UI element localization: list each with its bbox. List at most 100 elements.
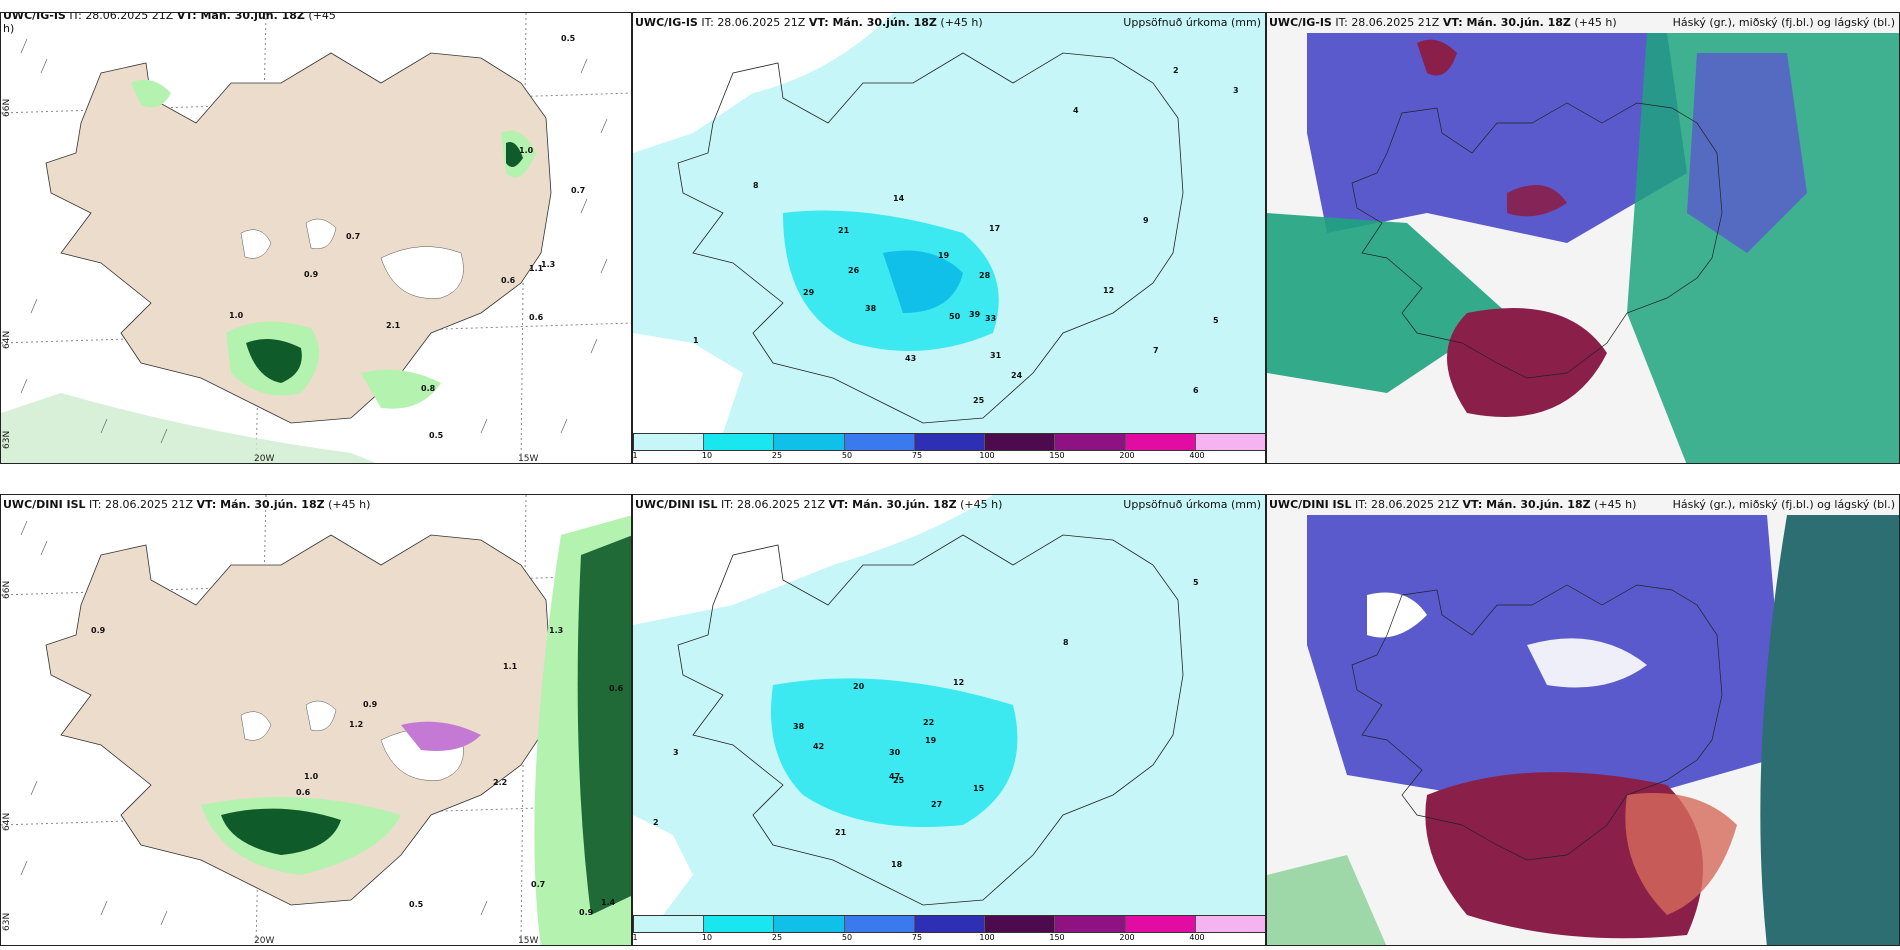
lon-label: 15W [518,454,538,464]
value-label: 0.6 [529,313,544,322]
map-svg-row2-wind: 0.9 1.3 1.1 0.6 1.2 0.9 1.0 0.6 2.2 0.5 … [1,495,631,946]
colorbar-cell [634,916,705,932]
tick: 10 [701,451,713,460]
value-label: 6 [1193,386,1199,395]
value-label: 5 [1213,316,1219,325]
value-label: 19 [938,251,950,260]
tick: 200 [1119,451,1135,460]
panel-title: UWC/IG-IS IT: 28.06.2025 21Z VT: Mán. 30… [3,12,336,35]
value-label: 29 [803,288,815,297]
colorbar-cell [1055,916,1126,932]
map-panel-row2-wind: 0.9 1.3 1.1 0.6 1.2 0.9 1.0 0.6 2.2 0.5 … [0,494,632,946]
value-label: 1.3 [549,626,563,635]
value-label: 27 [931,800,942,809]
iceland-outline [677,52,1184,424]
lat-label: 66N [2,99,12,117]
lon-label: 20W [254,936,274,946]
iceland-land [45,534,552,906]
value-label: 21 [838,226,850,235]
iceland-land [45,52,552,424]
value-label: 1.2 [349,720,363,729]
value-label: 3 [673,748,679,757]
map-svg-row2-clouds [1267,495,1899,945]
map-panel-row1-precip: 21 26 29 38 43 50 39 33 28 25 24 31 17 1… [632,12,1266,464]
value-label: 1.1 [503,662,518,671]
tick: 75 [911,933,923,942]
colorbar-ticks: 1 10 25 50 75 100 150 200 400 [633,451,1265,461]
value-label: 2.1 [386,321,401,330]
panel-title: UWC/IG-IS IT: 28.06.2025 21Z VT: Mán. 30… [635,16,983,29]
value-label: 0.8 [421,384,436,393]
colorbar-cell [985,916,1056,932]
value-label: 0.9 [91,626,106,635]
tick: 200 [1119,933,1135,942]
value-label: 1.3 [541,260,555,269]
value-label: 1.0 [229,311,244,320]
value-label: 8 [1063,638,1069,647]
tick: 25 [771,451,783,460]
map-svg-row1-wind: 0.5 1.0 0.7 0.7 0.9 0.6 1.1 0.6 1.0 2.1 … [1,13,631,464]
value-label: 14 [893,194,905,203]
map-svg-row2-precip: 38 42 47 30 25 19 22 20 27 21 18 15 12 8… [633,495,1265,915]
map-svg-row1-clouds [1267,13,1899,463]
panel-subtitle: Háský (gr.), miðský (fj.bl.) og lágský (… [1672,16,1895,29]
colorbar-cell [914,916,986,932]
value-label: 3 [1233,86,1239,95]
lat-label: 63N [2,913,12,931]
value-label: 2 [653,818,659,827]
value-label: 31 [990,351,1002,360]
tick: 50 [841,933,853,942]
panel-title: UWC/IG-IS IT: 28.06.2025 21Z VT: Mán. 30… [1269,16,1617,29]
value-label: 26 [848,266,860,275]
tick: 150 [1049,933,1065,942]
value-label: 15 [973,784,985,793]
value-label: 4 [1073,106,1079,115]
value-label: 0.7 [531,880,545,889]
value-label: 12 [1103,286,1114,295]
value-label: 0.5 [429,431,444,440]
value-label: 5 [1193,578,1199,587]
value-label: 0.9 [579,908,594,917]
value-label: 18 [891,860,903,869]
value-label: 38 [793,722,805,731]
value-label: 1.0 [519,146,534,155]
value-label: 24 [1011,371,1023,380]
value-label: 25 [893,776,905,785]
value-label: 1.1 [529,264,544,273]
value-label: 33 [985,314,996,323]
lon-label: 15W [518,936,538,946]
tick: 150 [1049,451,1065,460]
tick: 75 [911,451,923,460]
value-label: 0.5 [409,900,424,909]
colorbar-cell [704,916,775,932]
lat-label: 64N [2,331,12,349]
colorbar-cell [774,916,845,932]
value-label: 19 [925,736,937,745]
iceland-outline [677,534,1184,906]
value-label: 0.9 [304,270,319,279]
tick: 100 [979,451,995,460]
panel-title: UWC/DINI ISL IT: 28.06.2025 21Z VT: Mán.… [1269,498,1637,511]
map-panel-row1-clouds: UWC/IG-IS IT: 28.06.2025 21Z VT: Mán. 30… [1266,12,1900,464]
tick: 400 [1189,451,1205,460]
value-label: 47 [889,772,900,781]
tick: 25 [771,933,783,942]
value-label: 0.9 [363,700,378,709]
value-label: 20 [853,682,865,691]
value-label: 1 [693,336,699,345]
panel-subtitle: Uppsöfnuð úrkoma (mm) [1123,16,1261,29]
value-label: 43 [905,354,916,363]
colorbar-cell [1195,916,1265,932]
colorbar [633,433,1265,451]
value-label: 2 [1173,66,1179,75]
value-label: 38 [865,304,877,313]
value-label: 1.4 [601,898,616,907]
wind-barbs [20,520,488,926]
tick: 50 [841,451,853,460]
lat-label: 63N [2,431,12,449]
lat-label: 64N [2,813,12,831]
tick: 1 [632,451,638,460]
colorbar-cell [1125,916,1196,932]
panel-subtitle: Háský (gr.), miðský (fj.bl.) og lágský (… [1672,498,1895,511]
value-label: 30 [889,748,901,757]
